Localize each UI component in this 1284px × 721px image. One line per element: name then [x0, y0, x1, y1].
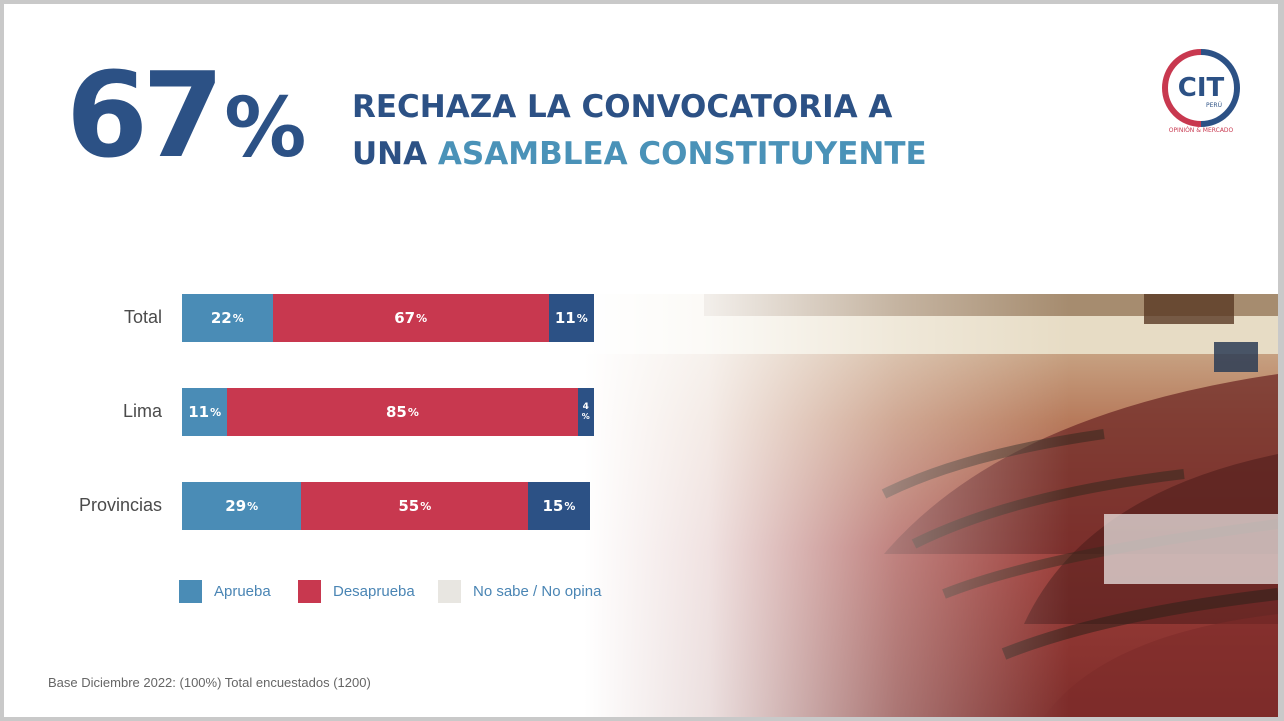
bar-row-total: 22% 67% 11%	[182, 294, 594, 342]
legend-item-1: Desaprueba	[298, 580, 415, 603]
bar-segment-provincias-2: 15%	[528, 482, 590, 530]
legend-label: Aprueba	[214, 583, 271, 600]
logo-text: CIT	[1178, 73, 1225, 103]
legend-item-2: No sabe / No opina	[438, 580, 601, 603]
bar-segment-lima-1: 85%	[227, 388, 578, 436]
data-label: 11	[188, 403, 210, 421]
legend-swatch	[179, 580, 202, 603]
legend-label: Desaprueba	[333, 583, 415, 600]
bar-segment-lima-0: 11%	[182, 388, 228, 436]
data-label-unit: %	[210, 405, 222, 419]
headline-line-2: UNA ASAMBLEA CONSTITUYENTE	[352, 131, 927, 178]
row-label-provincias: Provincias	[78, 495, 162, 515]
bar-segment-total-0: 22%	[182, 294, 273, 342]
data-label: 55	[398, 497, 420, 515]
data-label: 22	[210, 309, 232, 327]
headline-line-1: RECHAZA LA CONVOCATORIA A	[352, 89, 893, 125]
cit-logo: CIT PERÚ OPINIÓN & MERCADO	[1162, 49, 1240, 134]
headline-text: RECHAZA LA CONVOCATORIA A UNA ASAMBLEA C…	[352, 84, 927, 177]
headline-big-number: 67%	[66, 56, 306, 174]
data-label: 4	[582, 402, 589, 413]
row-label-total: Total	[123, 307, 162, 327]
data-label-unit: %	[564, 499, 576, 513]
parliament-photo	[584, 294, 1278, 717]
bar-segment-total-1: 67%	[272, 294, 549, 342]
legend-swatch	[438, 580, 461, 603]
bar-row-lima: 11% 85% 4%	[182, 388, 594, 436]
logo-sub: PERÚ	[1206, 102, 1222, 109]
data-label-unit: %	[232, 311, 244, 325]
headline-line-2-a: UNA	[352, 135, 438, 172]
big-number-value: 67	[66, 46, 224, 184]
data-label: 15	[542, 497, 564, 515]
bar-segment-provincias-1: 55%	[301, 482, 529, 530]
data-label-unit: %	[576, 311, 588, 325]
logo-tagline: OPINIÓN & MERCADO	[1169, 127, 1234, 134]
legend-item-0: Aprueba	[179, 580, 271, 603]
big-number-unit: %	[224, 81, 307, 176]
data-label: 85	[385, 403, 407, 421]
data-label-unit: %	[416, 311, 428, 325]
row-label-lima: Lima	[122, 401, 162, 421]
data-label-unit: %	[581, 411, 590, 421]
data-label: 29	[225, 497, 247, 515]
headline-line-2-b: ASAMBLEA CONSTITUYENTE	[437, 135, 927, 172]
slide: 67% RECHAZA LA CONVOCATORIA A UNA ASAMBL…	[4, 4, 1278, 717]
data-label: 67	[394, 309, 416, 327]
data-label-unit: %	[247, 499, 259, 513]
bar-row-provincias: 29% 55% 15%	[182, 482, 594, 530]
footnote: Base Diciembre 2022: (100%) Total encues…	[48, 675, 371, 690]
data-label-unit: %	[407, 405, 419, 419]
data-label-unit: %	[420, 499, 432, 513]
legend-swatch	[298, 580, 321, 603]
bar-segment-provincias-0: 29%	[182, 482, 302, 530]
data-label: 11	[554, 309, 576, 327]
legend-label: No sabe / No opina	[473, 583, 602, 600]
bar-segment-lima-2: 4%	[577, 388, 594, 436]
bar-segment-total-2: 11%	[548, 294, 594, 342]
